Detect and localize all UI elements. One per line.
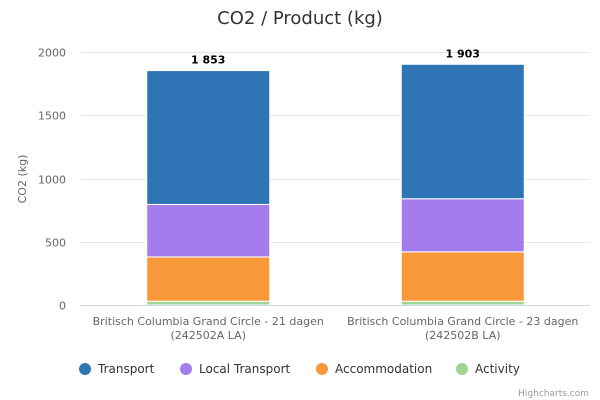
y-axis-ticks: 0 500 1000 1500 2000 [38,47,66,313]
x-category-label: (242502A LA) [170,329,246,342]
legend-marker-icon [456,363,468,375]
bar-segment-local-transport[interactable] [400,198,525,253]
x-category-label: Britisch Columbia Grand Circle - 21 dage… [93,315,324,328]
legend-item-activity[interactable]: Activity [456,362,520,376]
legend-item-transport[interactable]: Transport [79,362,155,376]
bar-segment-activity[interactable] [146,300,271,306]
bar-segment-transport[interactable] [146,70,271,205]
y-tick-label: 500 [45,237,66,250]
bars [146,63,525,306]
stack-total-label: 1 903 [446,47,480,60]
bar-segment-transport[interactable] [400,63,525,200]
x-category-label: Britisch Columbia Grand Circle - 23 dage… [347,315,578,328]
bar-segment-accommodation[interactable] [400,251,525,302]
legend-label: Local Transport [199,362,291,376]
bar-segment-activity[interactable] [400,300,525,306]
legend-item-accommodation[interactable]: Accommodation [316,362,432,376]
y-axis-label: CO2 (kg) [16,155,29,204]
legend-label: Transport [97,362,155,376]
stack-total-label: 1 853 [191,54,225,67]
legend-label: Activity [475,362,520,376]
legend-marker-icon [180,363,192,375]
x-axis-categories: Britisch Columbia Grand Circle - 21 dage… [93,315,579,342]
y-tick-label: 1000 [38,174,66,187]
stack-totals: 1 853 1 903 [191,47,480,66]
credits-link[interactable]: Highcharts.com [518,389,589,399]
legend-marker-icon [316,363,328,375]
legend: Transport Local Transport Accommodation Act… [79,362,520,376]
y-tick-label: 0 [59,300,66,313]
legend-label: Accommodation [335,362,432,376]
y-tick-label: 2000 [38,47,66,60]
chart-title: CO2 / Product (kg) [217,8,383,29]
x-category-label: (242502B LA) [425,329,501,342]
legend-item-local-transport[interactable]: Local Transport [180,362,291,376]
bar-segment-local-transport[interactable] [146,203,271,258]
legend-marker-icon [79,363,91,375]
y-tick-label: 1500 [38,110,66,123]
bar-segment-accommodation[interactable] [146,256,271,302]
